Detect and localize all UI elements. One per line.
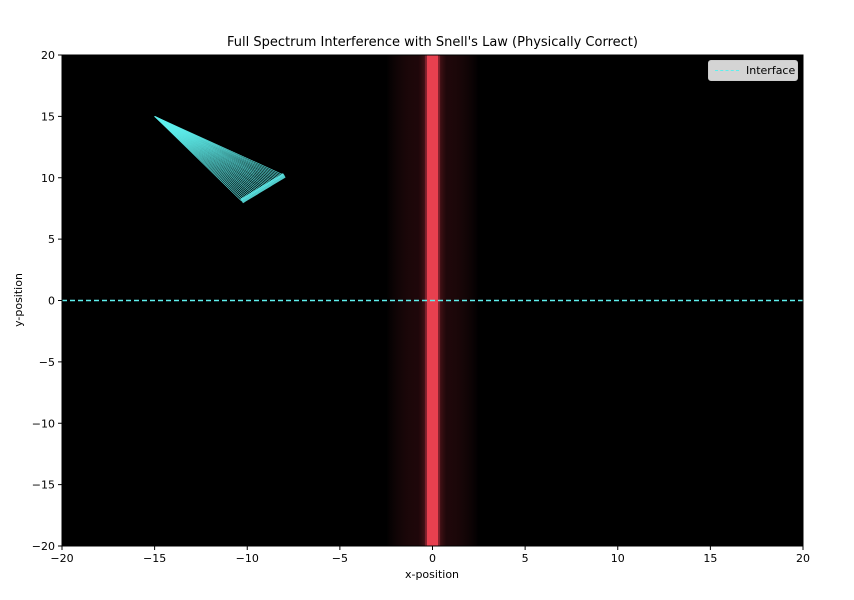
x-tick-label: 15 bbox=[703, 552, 717, 565]
ray-line bbox=[154, 116, 285, 176]
legend: Interface bbox=[708, 60, 798, 81]
y-tick-label: −10 bbox=[32, 417, 55, 430]
x-tick-label: 20 bbox=[796, 552, 810, 565]
chart-title: Full Spectrum Interference with Snell's … bbox=[227, 35, 638, 50]
x-tick-label: 0 bbox=[429, 552, 436, 565]
x-tick-label: −5 bbox=[332, 552, 348, 565]
y-tick-label: 0 bbox=[48, 295, 55, 308]
y-tick-label: −5 bbox=[39, 356, 55, 369]
y-tick-label: 15 bbox=[41, 110, 55, 123]
ray-fan-layer bbox=[154, 116, 286, 204]
x-tick-label: −15 bbox=[143, 552, 166, 565]
x-tick-label: 10 bbox=[611, 552, 625, 565]
ray-fan-front bbox=[240, 173, 286, 204]
y-tick-label: 20 bbox=[41, 49, 55, 62]
x-tick-label: −10 bbox=[236, 552, 259, 565]
y-tick-label: −15 bbox=[32, 479, 55, 492]
legend-label-interface: Interface bbox=[746, 64, 796, 77]
x-tick-label: 5 bbox=[522, 552, 529, 565]
x-axis-label: x-position bbox=[405, 568, 459, 581]
y-axis-label: y-position bbox=[12, 273, 25, 327]
x-tick-label: −20 bbox=[50, 552, 73, 565]
y-axis-ticks: 20 15 10 5 0 −5 −10 −15 −20 bbox=[32, 49, 62, 553]
y-tick-label: −20 bbox=[32, 540, 55, 553]
y-tick-label: 5 bbox=[48, 233, 55, 246]
x-axis-ticks: −20 −15 −10 −5 0 5 10 15 20 bbox=[50, 546, 810, 565]
legend-swatch-interface bbox=[715, 70, 739, 71]
y-tick-label: 10 bbox=[41, 172, 55, 185]
